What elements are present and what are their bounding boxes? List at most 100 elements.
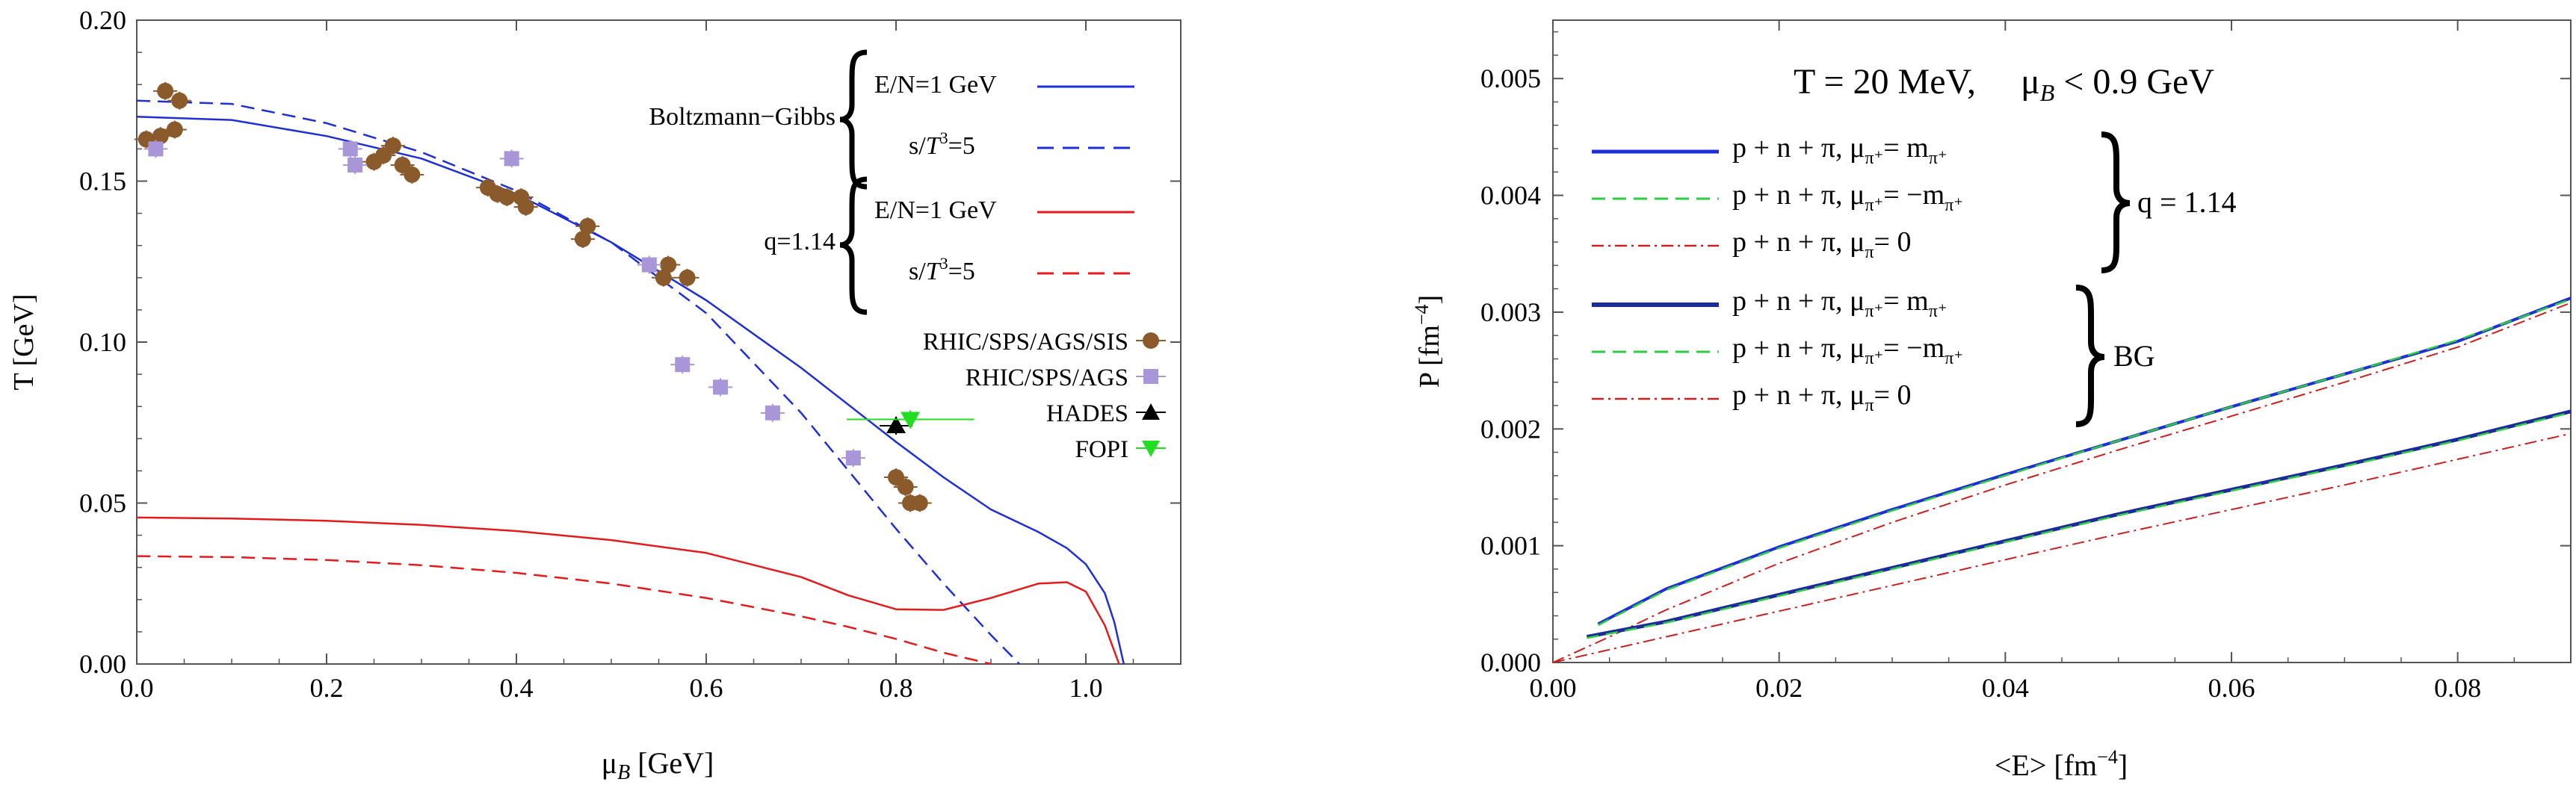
right-curve [1552,302,2572,663]
left-xtick-label: 1.0 [1069,673,1103,703]
legend-bg-entry-s: s/T3=5 [909,128,975,160]
left-ticks [136,19,1182,665]
right-ytick-label: 0.000 [1480,648,1541,677]
right-x-axis-label: <E> [fm−4] [1995,746,2128,782]
left-chart: 0.0 0.2 0.4 0.6 0.8 1.0 0.00 0.05 0.10 0.15 0.20 T… [8,5,1182,784]
data-point [760,403,785,422]
point-marker [498,189,516,206]
point-marker [384,137,401,155]
point-marker [348,157,363,173]
rlegend-entry-1: p + n + π, μπ⁺= mπ⁺ [1732,132,1948,168]
legend-data-1-marker [1143,332,1159,349]
point-marker [713,379,729,395]
data-point [570,230,595,249]
point-marker [911,494,928,512]
data-point [670,356,695,374]
right-ytick-label: 0.003 [1480,297,1541,327]
point-marker [897,478,914,495]
left-xtick-label: 0.2 [310,673,344,703]
data-point [162,120,187,139]
right-ytick-label: 0.004 [1480,181,1541,211]
data-point [513,197,538,216]
point-marker [655,269,672,286]
data-point [153,81,178,100]
legend-data-4-marker [1142,441,1160,457]
legend-data-2-marker [1143,369,1158,384]
right-curve [1552,432,2572,663]
right-curve [1586,409,2572,639]
rlegend-entry-2: p + n + π, μπ⁺= −mπ⁺ [1732,179,1963,215]
legend-bg-group-label: Boltzmann−Gibbs [649,103,835,131]
left-xtick-label: 0.8 [880,673,913,703]
right-tick-labels: 0.00 0.02 0.04 0.06 0.08 0.000 0.001 0.002 0.003… [1480,63,2481,703]
data-point [847,410,975,429]
left-ytick-label: 0.20 [79,5,126,35]
data-point [343,155,368,174]
point-marker [404,166,421,183]
data-point [499,149,524,168]
left-legend-bg: Boltzmann−Gibbs E/N=1 GeV s/T3=5 [649,49,1134,190]
point-marker [886,416,906,434]
left-curve [136,555,992,665]
point-marker [675,357,691,373]
left-x-axis-label: μB [GeV] [602,746,714,784]
point-marker [679,269,696,286]
data-point [380,137,405,155]
data-point [338,140,362,158]
point-marker [517,198,534,215]
left-curve [136,99,1020,665]
left-xtick-label: 0.0 [120,673,154,703]
data-point [675,268,699,287]
left-ytick-label: 0.15 [79,167,126,196]
data-point [637,255,661,274]
right-ytick-label: 0.005 [1480,63,1541,93]
legend-q-entry-s: s/T3=5 [909,254,975,285]
right-y-axis-label: P [fm−4] [1411,295,1445,388]
legend-q-group-label: q=1.14 [764,228,835,255]
right-xtick-label: 0.00 [1530,673,1577,703]
right-chart: 0.00 0.02 0.04 0.06 0.08 0.000 0.001 0.002 0.003… [1411,19,2572,782]
legend-data-2: RHIC/SPS/AGS [966,364,1128,391]
left-xtick-label: 0.6 [690,673,723,703]
right-legend-bg: p + n + π, μπ⁺= mπ⁺ p + n + π, μπ⁺= −mπ⁺… [1592,285,2155,427]
rlegend-entry-3: p + n + π, μπ= 0 [1732,226,1911,262]
right-xtick-label: 0.04 [1982,673,2029,703]
point-marker [765,405,780,421]
legend-data-3-marker [1142,403,1160,420]
data-point [893,477,918,496]
point-marker [148,141,164,157]
rlegend-entry-4: p + n + π, μπ⁺= mπ⁺ [1732,285,1948,321]
left-curve [136,516,1120,665]
legend-bg-entry-en: E/N=1 GeV [874,71,997,99]
rlegend-bg-label: BG [2113,339,2155,373]
rlegend-q-label: q = 1.14 [2137,185,2237,219]
point-marker [504,151,519,167]
data-point [400,165,424,184]
rlegend-bg-brace [2075,285,2105,427]
left-ytick-label: 0.05 [79,488,126,518]
point-marker [157,82,174,99]
data-point [651,268,676,287]
right-legend-q: p + n + π, μπ⁺= mπ⁺ p + n + π, μπ⁺= −mπ⁺… [1592,131,2237,273]
rlegend-entry-5: p + n + π, μπ⁺= −mπ⁺ [1732,332,1963,368]
data-point [143,140,168,158]
left-legend-q: q=1.14 E/N=1 GeV s/T3=5 [764,176,1134,315]
left-y-axis-label: T [GeV] [8,294,40,390]
point-marker [342,141,358,157]
left-legend-data: RHIC/SPS/AGS/SIS RHIC/SPS/AGS HADES FOPI [923,329,1166,463]
right-curves [1552,297,2572,663]
point-marker [845,450,861,466]
right-ticks [1552,20,2572,663]
right-xtick-label: 0.02 [1755,673,1803,703]
left-tick-labels: 0.0 0.2 0.4 0.6 0.8 1.0 0.00 0.05 0.10 0.15 0.20 [79,5,1103,703]
left-data-points [134,81,975,512]
legend-data-4: FOPI [1075,436,1128,463]
right-ytick-label: 0.001 [1480,531,1541,561]
right-curve [1597,298,2572,627]
legend-q-entry-en: E/N=1 GeV [874,196,997,224]
data-point [907,494,932,512]
legend-bg-brace [839,49,868,190]
legend-data-1: RHIC/SPS/AGS/SIS [923,329,1128,356]
point-marker [166,121,183,138]
